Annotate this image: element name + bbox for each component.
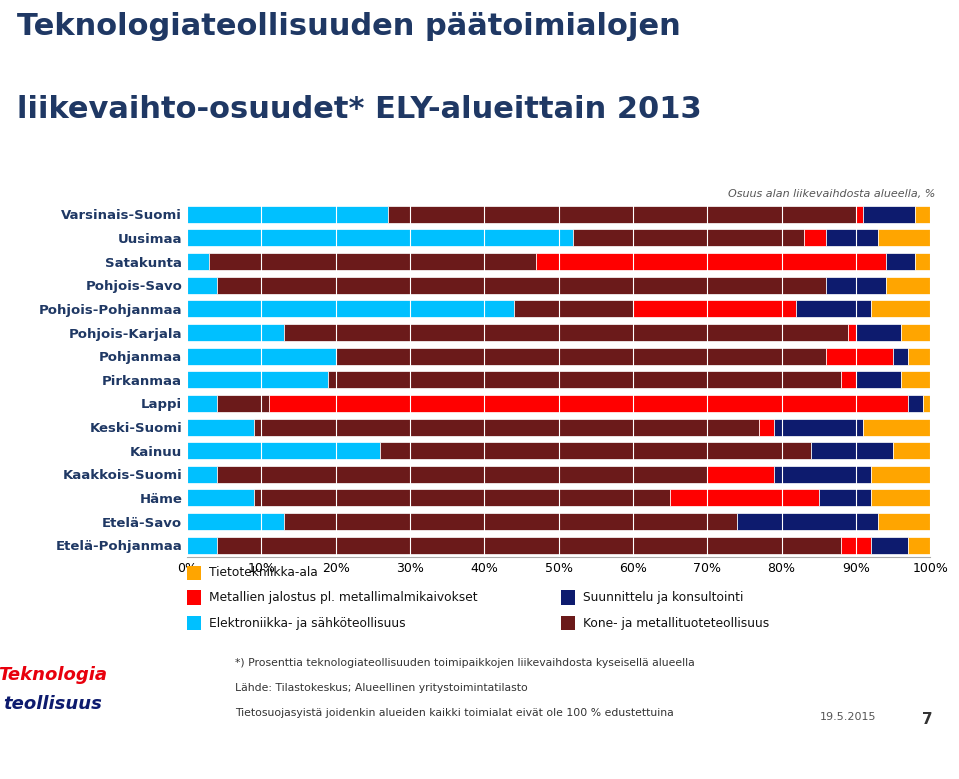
- Bar: [254, 418, 760, 435]
- Bar: [863, 418, 930, 435]
- Bar: [187, 418, 254, 435]
- Text: *) Prosenttia teknologiateollisuuden toimipaikkojen liikevaihdosta kyseisellä al: *) Prosenttia teknologiateollisuuden toi…: [235, 658, 694, 668]
- Bar: [827, 230, 878, 246]
- Bar: [774, 466, 871, 483]
- Text: Tietotekniikka-ala: Tietotekniikka-ala: [209, 566, 317, 579]
- Bar: [217, 395, 269, 412]
- Bar: [381, 442, 811, 459]
- Bar: [187, 206, 387, 223]
- Bar: [871, 489, 930, 506]
- Bar: [187, 513, 284, 530]
- Text: Lähde: Tilastokeskus; Alueellinen yritystoimintatilasto: Lähde: Tilastokeskus; Alueellinen yritys…: [235, 683, 527, 693]
- Bar: [796, 301, 871, 317]
- Bar: [871, 537, 908, 554]
- Text: Elektroniikka- ja sähköteollisuus: Elektroniikka- ja sähköteollisuus: [209, 617, 406, 629]
- Bar: [187, 537, 217, 554]
- Text: teollisuus: teollisuus: [3, 695, 103, 713]
- Bar: [908, 395, 923, 412]
- Bar: [811, 442, 893, 459]
- Bar: [878, 230, 930, 246]
- Bar: [849, 324, 856, 341]
- Bar: [187, 489, 254, 506]
- Bar: [774, 418, 863, 435]
- Bar: [209, 253, 536, 270]
- Bar: [871, 301, 930, 317]
- Bar: [708, 466, 774, 483]
- Bar: [901, 324, 930, 341]
- Bar: [901, 372, 930, 388]
- Bar: [387, 206, 856, 223]
- Bar: [737, 513, 878, 530]
- Bar: [514, 301, 633, 317]
- Bar: [328, 372, 841, 388]
- Bar: [187, 442, 381, 459]
- Bar: [187, 277, 217, 294]
- Bar: [855, 372, 901, 388]
- Bar: [915, 206, 930, 223]
- Bar: [217, 277, 827, 294]
- Text: 7: 7: [922, 712, 932, 727]
- Bar: [893, 442, 930, 459]
- Bar: [187, 466, 217, 483]
- Bar: [863, 206, 916, 223]
- Text: Teknologia: Teknologia: [0, 666, 107, 684]
- Bar: [893, 347, 908, 365]
- Bar: [187, 253, 209, 270]
- Bar: [254, 489, 670, 506]
- Text: Suunnittelu ja konsultointi: Suunnittelu ja konsultointi: [583, 591, 743, 604]
- Bar: [886, 277, 930, 294]
- Text: Teknologiateollisuuden päätoimialojen: Teknologiateollisuuden päätoimialojen: [17, 12, 681, 41]
- Bar: [915, 253, 930, 270]
- Bar: [187, 395, 217, 412]
- Bar: [804, 230, 827, 246]
- Bar: [187, 324, 284, 341]
- Bar: [841, 537, 871, 554]
- Bar: [923, 395, 930, 412]
- Bar: [269, 395, 908, 412]
- Bar: [187, 301, 514, 317]
- Bar: [217, 537, 841, 554]
- Bar: [217, 466, 708, 483]
- Bar: [827, 277, 886, 294]
- Bar: [536, 253, 886, 270]
- Text: Metallien jalostus pl. metallimalmikaivokset: Metallien jalostus pl. metallimalmikaivo…: [209, 591, 478, 604]
- Bar: [886, 253, 915, 270]
- Text: liikevaihto-osuudet* ELY-alueittain 2013: liikevaihto-osuudet* ELY-alueittain 2013: [17, 95, 702, 124]
- Bar: [878, 513, 930, 530]
- Bar: [573, 230, 804, 246]
- Bar: [284, 513, 737, 530]
- Bar: [908, 537, 930, 554]
- Bar: [871, 466, 930, 483]
- Bar: [856, 324, 901, 341]
- Bar: [827, 347, 893, 365]
- Bar: [841, 372, 855, 388]
- Bar: [284, 324, 849, 341]
- Text: Osuus alan liikevaihdosta alueella, %: Osuus alan liikevaihdosta alueella, %: [728, 189, 935, 199]
- Bar: [908, 347, 930, 365]
- Text: 19.5.2015: 19.5.2015: [820, 712, 877, 722]
- Bar: [336, 347, 827, 365]
- Bar: [760, 418, 774, 435]
- Bar: [187, 230, 573, 246]
- Bar: [633, 301, 797, 317]
- Bar: [856, 206, 863, 223]
- Bar: [187, 347, 336, 365]
- Bar: [187, 372, 328, 388]
- Bar: [819, 489, 871, 506]
- Text: Kone- ja metallituoteteollisuus: Kone- ja metallituoteteollisuus: [583, 617, 769, 629]
- Bar: [670, 489, 819, 506]
- Text: Tietosuojasyistä joidenkin alueiden kaikki toimialat eivät ole 100 % edustettuin: Tietosuojasyistä joidenkin alueiden kaik…: [235, 708, 674, 718]
